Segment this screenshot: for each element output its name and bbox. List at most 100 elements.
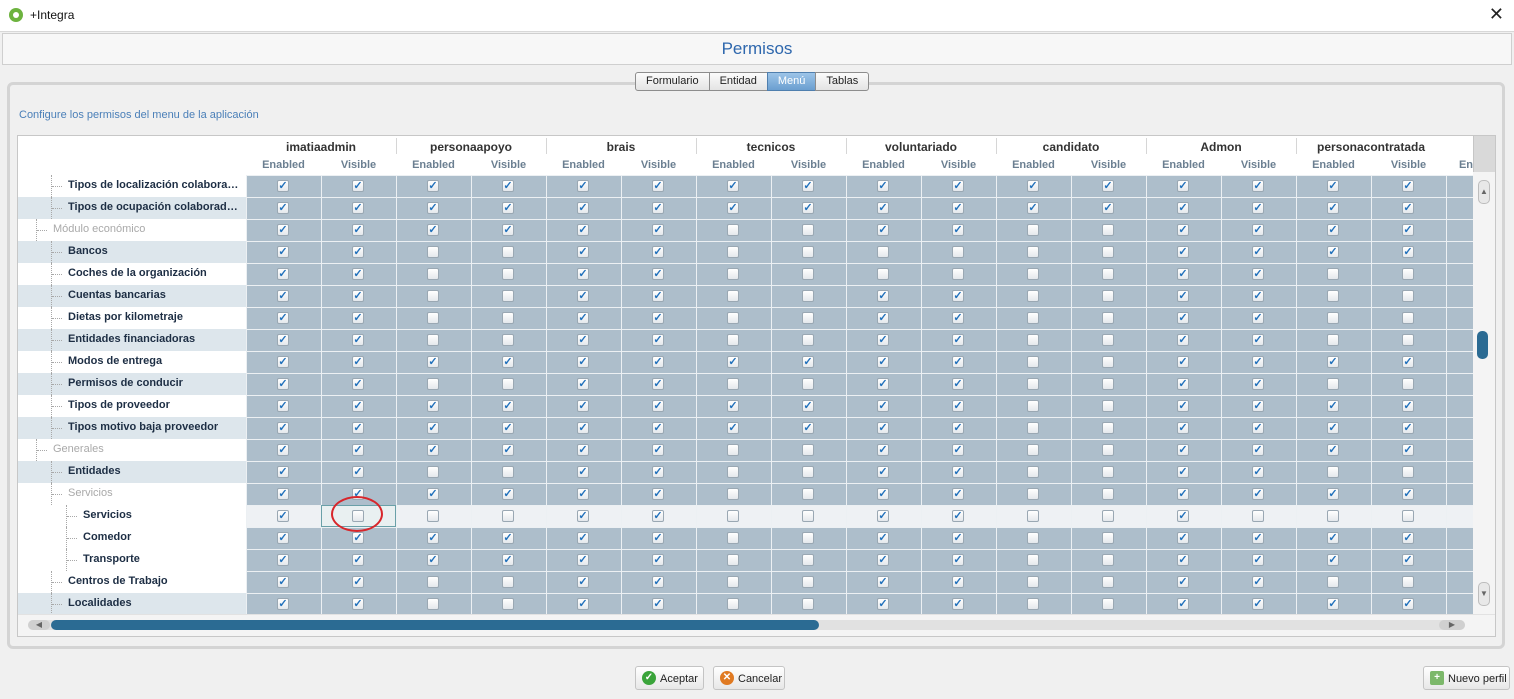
checkbox-checked[interactable]: ✓ [877,510,889,522]
checkbox-checked[interactable]: ✓ [577,422,589,434]
checkbox-unchecked[interactable] [1402,510,1414,522]
checkbox-unchecked[interactable] [1102,334,1114,346]
permission-cell[interactable]: ✓ [1221,439,1296,461]
checkbox-checked[interactable]: ✓ [877,356,889,368]
permission-cell[interactable]: ✓ [846,373,921,395]
permission-cell[interactable]: ✓ [1221,483,1296,505]
checkbox-checked[interactable]: ✓ [352,268,364,280]
checkbox-checked[interactable]: ✓ [1252,224,1264,236]
checkbox-checked[interactable]: ✓ [577,224,589,236]
permission-cell[interactable] [996,263,1071,285]
checkbox-checked[interactable]: ✓ [577,312,589,324]
permission-cell[interactable]: ✓ [1371,395,1446,417]
permission-cell[interactable]: ✓ [921,505,996,527]
checkbox-checked[interactable]: ✓ [577,268,589,280]
permission-cell[interactable]: ✓ [1221,395,1296,417]
permission-cell[interactable] [921,263,996,285]
checkbox-unchecked[interactable] [1027,246,1039,258]
permission-cell[interactable] [396,373,471,395]
checkbox-unchecked[interactable] [1027,444,1039,456]
vertical-scroll-thumb[interactable] [1477,331,1488,359]
permission-cell[interactable]: ✓ [246,571,321,593]
permission-cell[interactable] [1296,263,1371,285]
tree-row[interactable]: Localidades [18,593,246,614]
checkbox-unchecked[interactable] [1102,532,1114,544]
checkbox-checked[interactable]: ✓ [352,466,364,478]
permission-cell[interactable]: ✓ [696,395,771,417]
checkbox-unchecked[interactable] [1027,488,1039,500]
permission-cell[interactable]: ✓ [846,593,921,614]
permission-cell[interactable]: ✓ [846,417,921,439]
checkbox-unchecked[interactable] [1327,312,1339,324]
permission-cell[interactable] [771,439,846,461]
permission-cell[interactable] [471,505,546,527]
permission-cell[interactable]: ✓ [1371,483,1446,505]
permission-cell[interactable]: ✓ [996,197,1071,219]
checkbox-checked[interactable]: ✓ [1402,598,1414,610]
checkbox-checked[interactable]: ✓ [652,290,664,302]
permission-cell[interactable] [696,285,771,307]
permission-cell[interactable] [996,351,1071,373]
checkbox-checked[interactable]: ✓ [802,180,814,192]
permission-cell[interactable] [696,505,771,527]
permission-cell[interactable]: ✓ [846,219,921,241]
checkbox-unchecked[interactable] [1027,532,1039,544]
permission-cell[interactable]: ✓ [1221,197,1296,219]
checkbox-unchecked[interactable] [727,554,739,566]
permission-cell[interactable]: ✓ [321,571,396,593]
permission-cell[interactable] [696,549,771,571]
checkbox-checked[interactable]: ✓ [502,180,514,192]
permission-cell[interactable]: ✓ [1221,461,1296,483]
checkbox-checked[interactable]: ✓ [577,356,589,368]
permission-cell[interactable]: ✓ [1146,175,1221,197]
permission-cell[interactable]: ✓ [246,175,321,197]
permission-cell[interactable] [696,527,771,549]
checkbox-checked[interactable]: ✓ [952,290,964,302]
tree-row[interactable]: Coches de la organización [18,263,246,285]
permission-cell[interactable]: ✓ [846,549,921,571]
checkbox-checked[interactable]: ✓ [652,202,664,214]
checkbox-checked[interactable]: ✓ [277,444,289,456]
permission-cell[interactable] [1446,351,1473,373]
checkbox-unchecked[interactable] [1327,576,1339,588]
permission-cell[interactable]: ✓ [1146,285,1221,307]
checkbox-checked[interactable]: ✓ [652,400,664,412]
checkbox-checked[interactable]: ✓ [1177,598,1189,610]
permission-cell[interactable] [1371,571,1446,593]
checkbox-unchecked[interactable] [1402,334,1414,346]
checkbox-checked[interactable]: ✓ [952,312,964,324]
permission-cell[interactable]: ✓ [321,263,396,285]
permission-cell[interactable] [1071,461,1146,483]
checkbox-checked[interactable]: ✓ [1327,400,1339,412]
tree-row[interactable]: Entidades financiadoras [18,329,246,351]
checkbox-unchecked[interactable] [1102,246,1114,258]
permission-cell[interactable] [1296,571,1371,593]
checkbox-unchecked[interactable] [877,246,889,258]
permission-cell[interactable]: ✓ [1146,351,1221,373]
checkbox-unchecked[interactable] [727,224,739,236]
checkbox-unchecked[interactable] [1102,356,1114,368]
permission-cell[interactable] [1221,505,1296,527]
checkbox-checked[interactable]: ✓ [1327,224,1339,236]
permission-cell[interactable]: ✓ [471,483,546,505]
permission-cell[interactable]: ✓ [921,197,996,219]
permission-cell[interactable]: ✓ [1221,219,1296,241]
permission-cell[interactable]: ✓ [621,307,696,329]
permission-cell[interactable]: ✓ [921,175,996,197]
permission-cell[interactable] [1071,373,1146,395]
checkbox-checked[interactable]: ✓ [1402,488,1414,500]
checkbox-checked[interactable]: ✓ [1177,422,1189,434]
permission-cell[interactable]: ✓ [396,527,471,549]
permission-cell[interactable] [846,263,921,285]
checkbox-checked[interactable]: ✓ [1402,356,1414,368]
checkbox-unchecked[interactable] [1027,422,1039,434]
checkbox-checked[interactable]: ✓ [1327,554,1339,566]
permission-cell[interactable]: ✓ [621,549,696,571]
permission-cell[interactable]: ✓ [846,351,921,373]
permission-cell[interactable] [471,241,546,263]
checkbox-checked[interactable]: ✓ [1177,180,1189,192]
permission-cell[interactable]: ✓ [396,395,471,417]
checkbox-checked[interactable]: ✓ [652,510,664,522]
permission-cell[interactable] [996,549,1071,571]
permission-cell[interactable]: ✓ [321,439,396,461]
